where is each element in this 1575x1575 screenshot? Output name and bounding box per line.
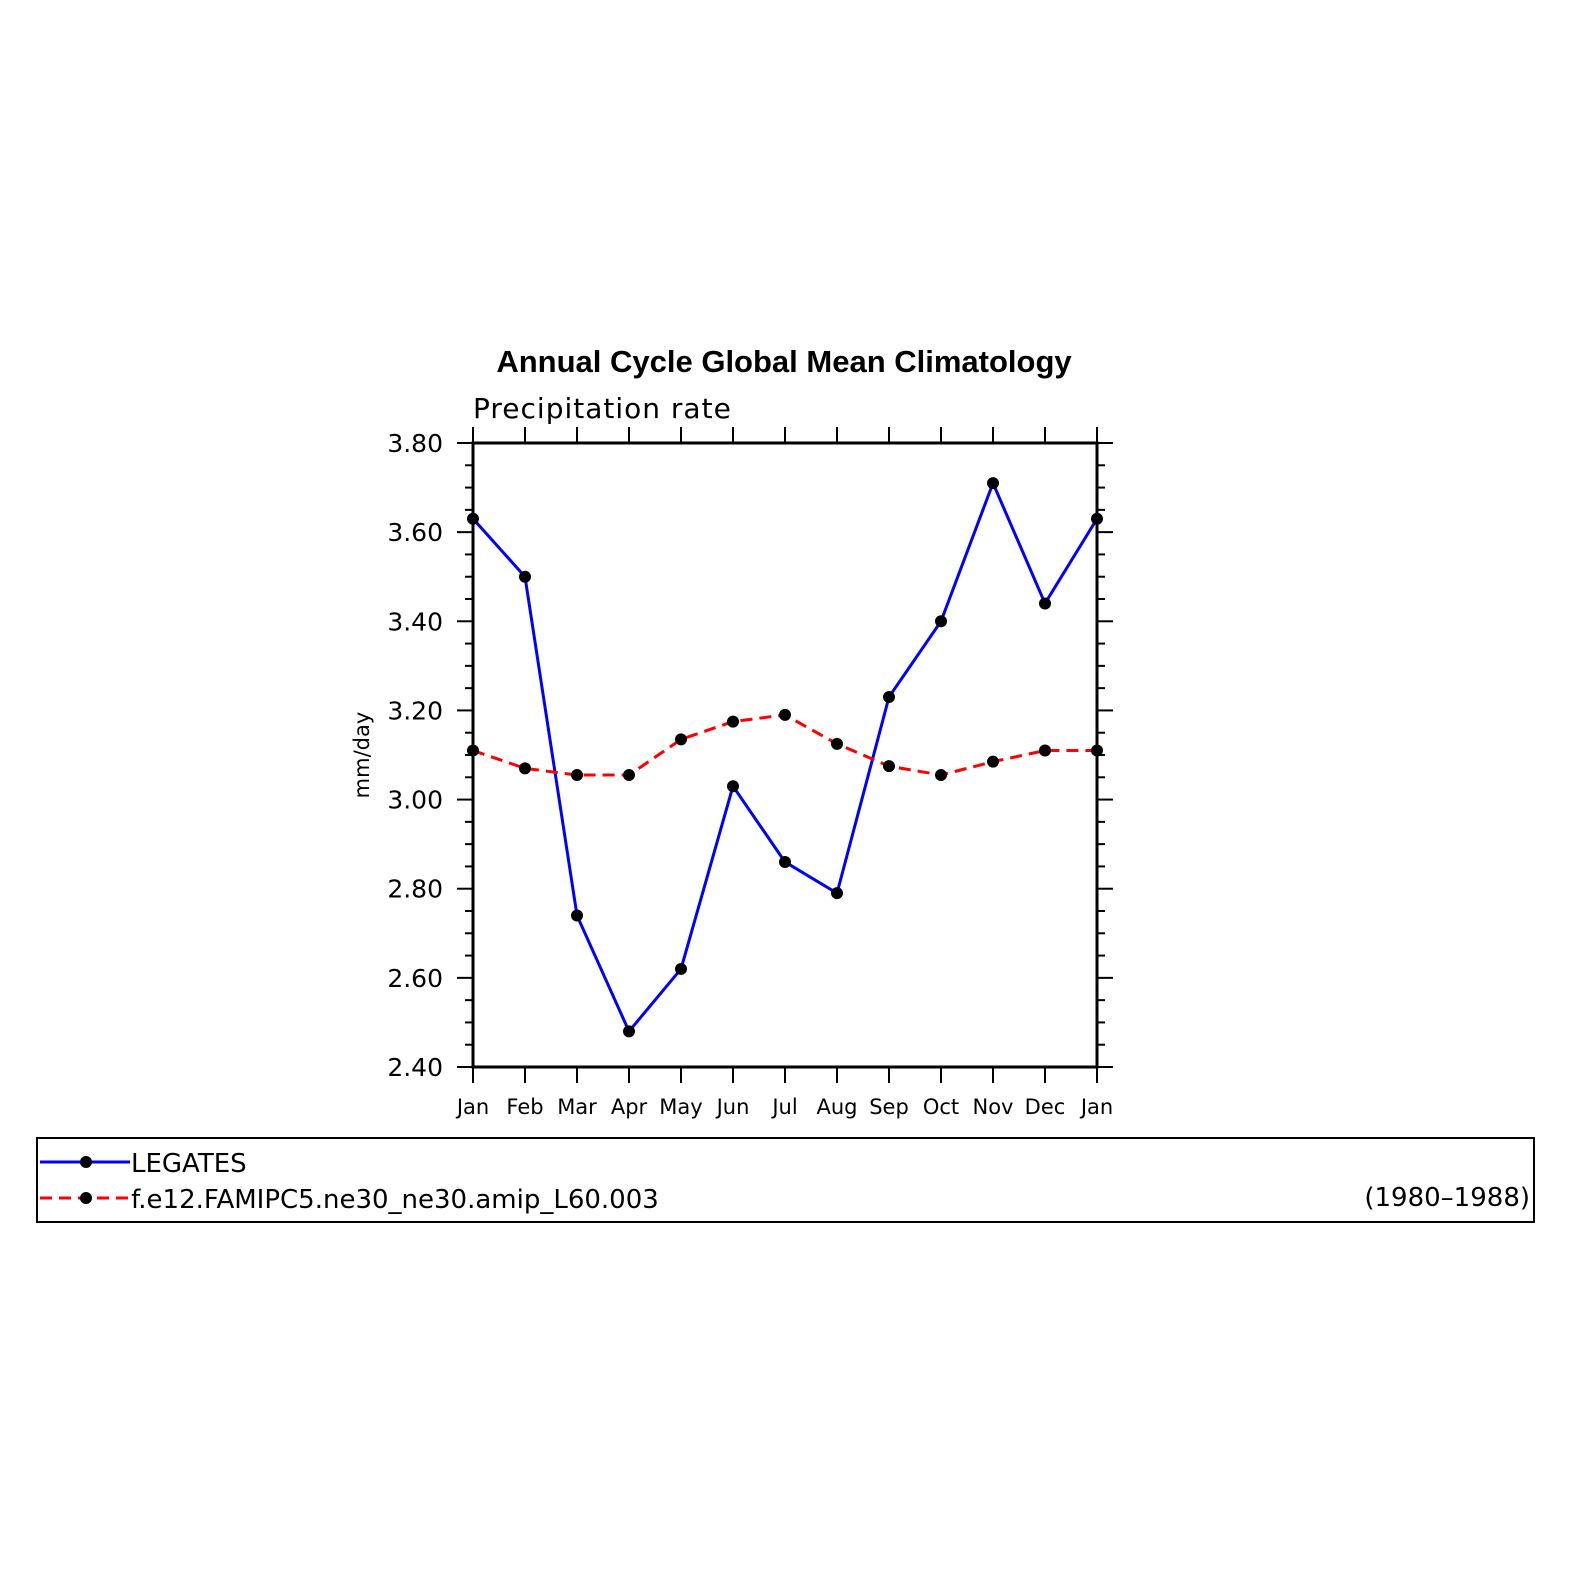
series-line-0: [471, 481, 1099, 1033]
series-0-point: [883, 691, 895, 704]
y-tick-label: 3.40: [387, 607, 443, 636]
x-tick-label: Jul: [770, 1095, 797, 1119]
series-1-point: [883, 760, 895, 773]
x-tick-label: Oct: [923, 1095, 959, 1119]
x-tick-label: Dec: [1025, 1095, 1066, 1119]
series-0-point: [1091, 512, 1103, 525]
legend-marker-0: [80, 1156, 92, 1168]
series-1-point: [675, 733, 687, 746]
series-0-point: [467, 512, 479, 525]
chart-subtitle: Precipitation rate: [473, 392, 732, 425]
plot-frame: [471, 441, 1099, 1069]
series-1-point: [831, 737, 843, 750]
chart-title: Annual Cycle Global Mean Climatology: [496, 344, 1072, 379]
series-0-point: [987, 477, 999, 490]
y-tick-label: 2.80: [387, 875, 443, 904]
x-tick-label: Nov: [973, 1095, 1014, 1119]
y-axis-label: mm/day: [350, 712, 374, 799]
series-1-point: [571, 769, 583, 782]
y-tick-label: 2.40: [387, 1053, 443, 1082]
x-tick-label: Apr: [611, 1095, 648, 1119]
series-1-point: [1091, 744, 1103, 757]
series-line-1: [472, 713, 1097, 777]
y-tick-label: 2.60: [387, 964, 443, 993]
x-tick-label: Jan: [1079, 1095, 1113, 1119]
x-tick-label: Mar: [557, 1095, 597, 1119]
series-0-point: [519, 570, 531, 583]
y-tick-label: 3.20: [387, 696, 443, 725]
series-0-point: [623, 1025, 635, 1038]
x-tick-label: May: [659, 1095, 702, 1119]
legend-label-1: f.e12.FAMIPC5.ne30_ne30.amip_L60.003: [131, 1185, 659, 1215]
series-0-point: [1039, 597, 1051, 610]
x-tick-label: Aug: [816, 1095, 857, 1119]
plot-area: 2.40 2.60 2.80 3.00 3.20 3.40 3.60 3.80 Jan Feb Ma…: [387, 427, 1113, 1119]
series-1-point: [779, 708, 791, 721]
x-tick-label: Jan: [455, 1095, 489, 1119]
y-tick-label: 3.00: [387, 786, 443, 815]
series-1-point: [467, 744, 479, 757]
series-0-point: [675, 962, 687, 975]
series-0-point: [935, 615, 947, 628]
y-tick-label: 3.80: [387, 429, 443, 458]
series-1-point: [623, 769, 635, 782]
x-tick-label: Jun: [715, 1095, 750, 1119]
series-0-point: [779, 855, 791, 868]
series-0-point: [571, 909, 583, 922]
series-0-point: [727, 780, 739, 793]
legend-label-0: LEGATES: [131, 1149, 247, 1179]
legend-box: [36, 1137, 1535, 1223]
series-1-point: [935, 769, 947, 782]
series-1-point: [1039, 744, 1051, 757]
series-1-point: [987, 755, 999, 768]
series-0-point: [831, 887, 843, 900]
series-1-point: [727, 715, 739, 728]
y-tick-label: 3.60: [387, 518, 443, 547]
legend-marker-1: [80, 1192, 92, 1204]
series-1-point: [519, 762, 531, 775]
x-tick-label: Feb: [506, 1095, 543, 1119]
legend: LEGATES f.e12.FAMIPC5.ne30_ne30.amip_L60.…: [36, 1137, 1535, 1223]
legend-period: (1980–1988): [1364, 1183, 1530, 1213]
x-tick-label: Sep: [869, 1095, 909, 1119]
